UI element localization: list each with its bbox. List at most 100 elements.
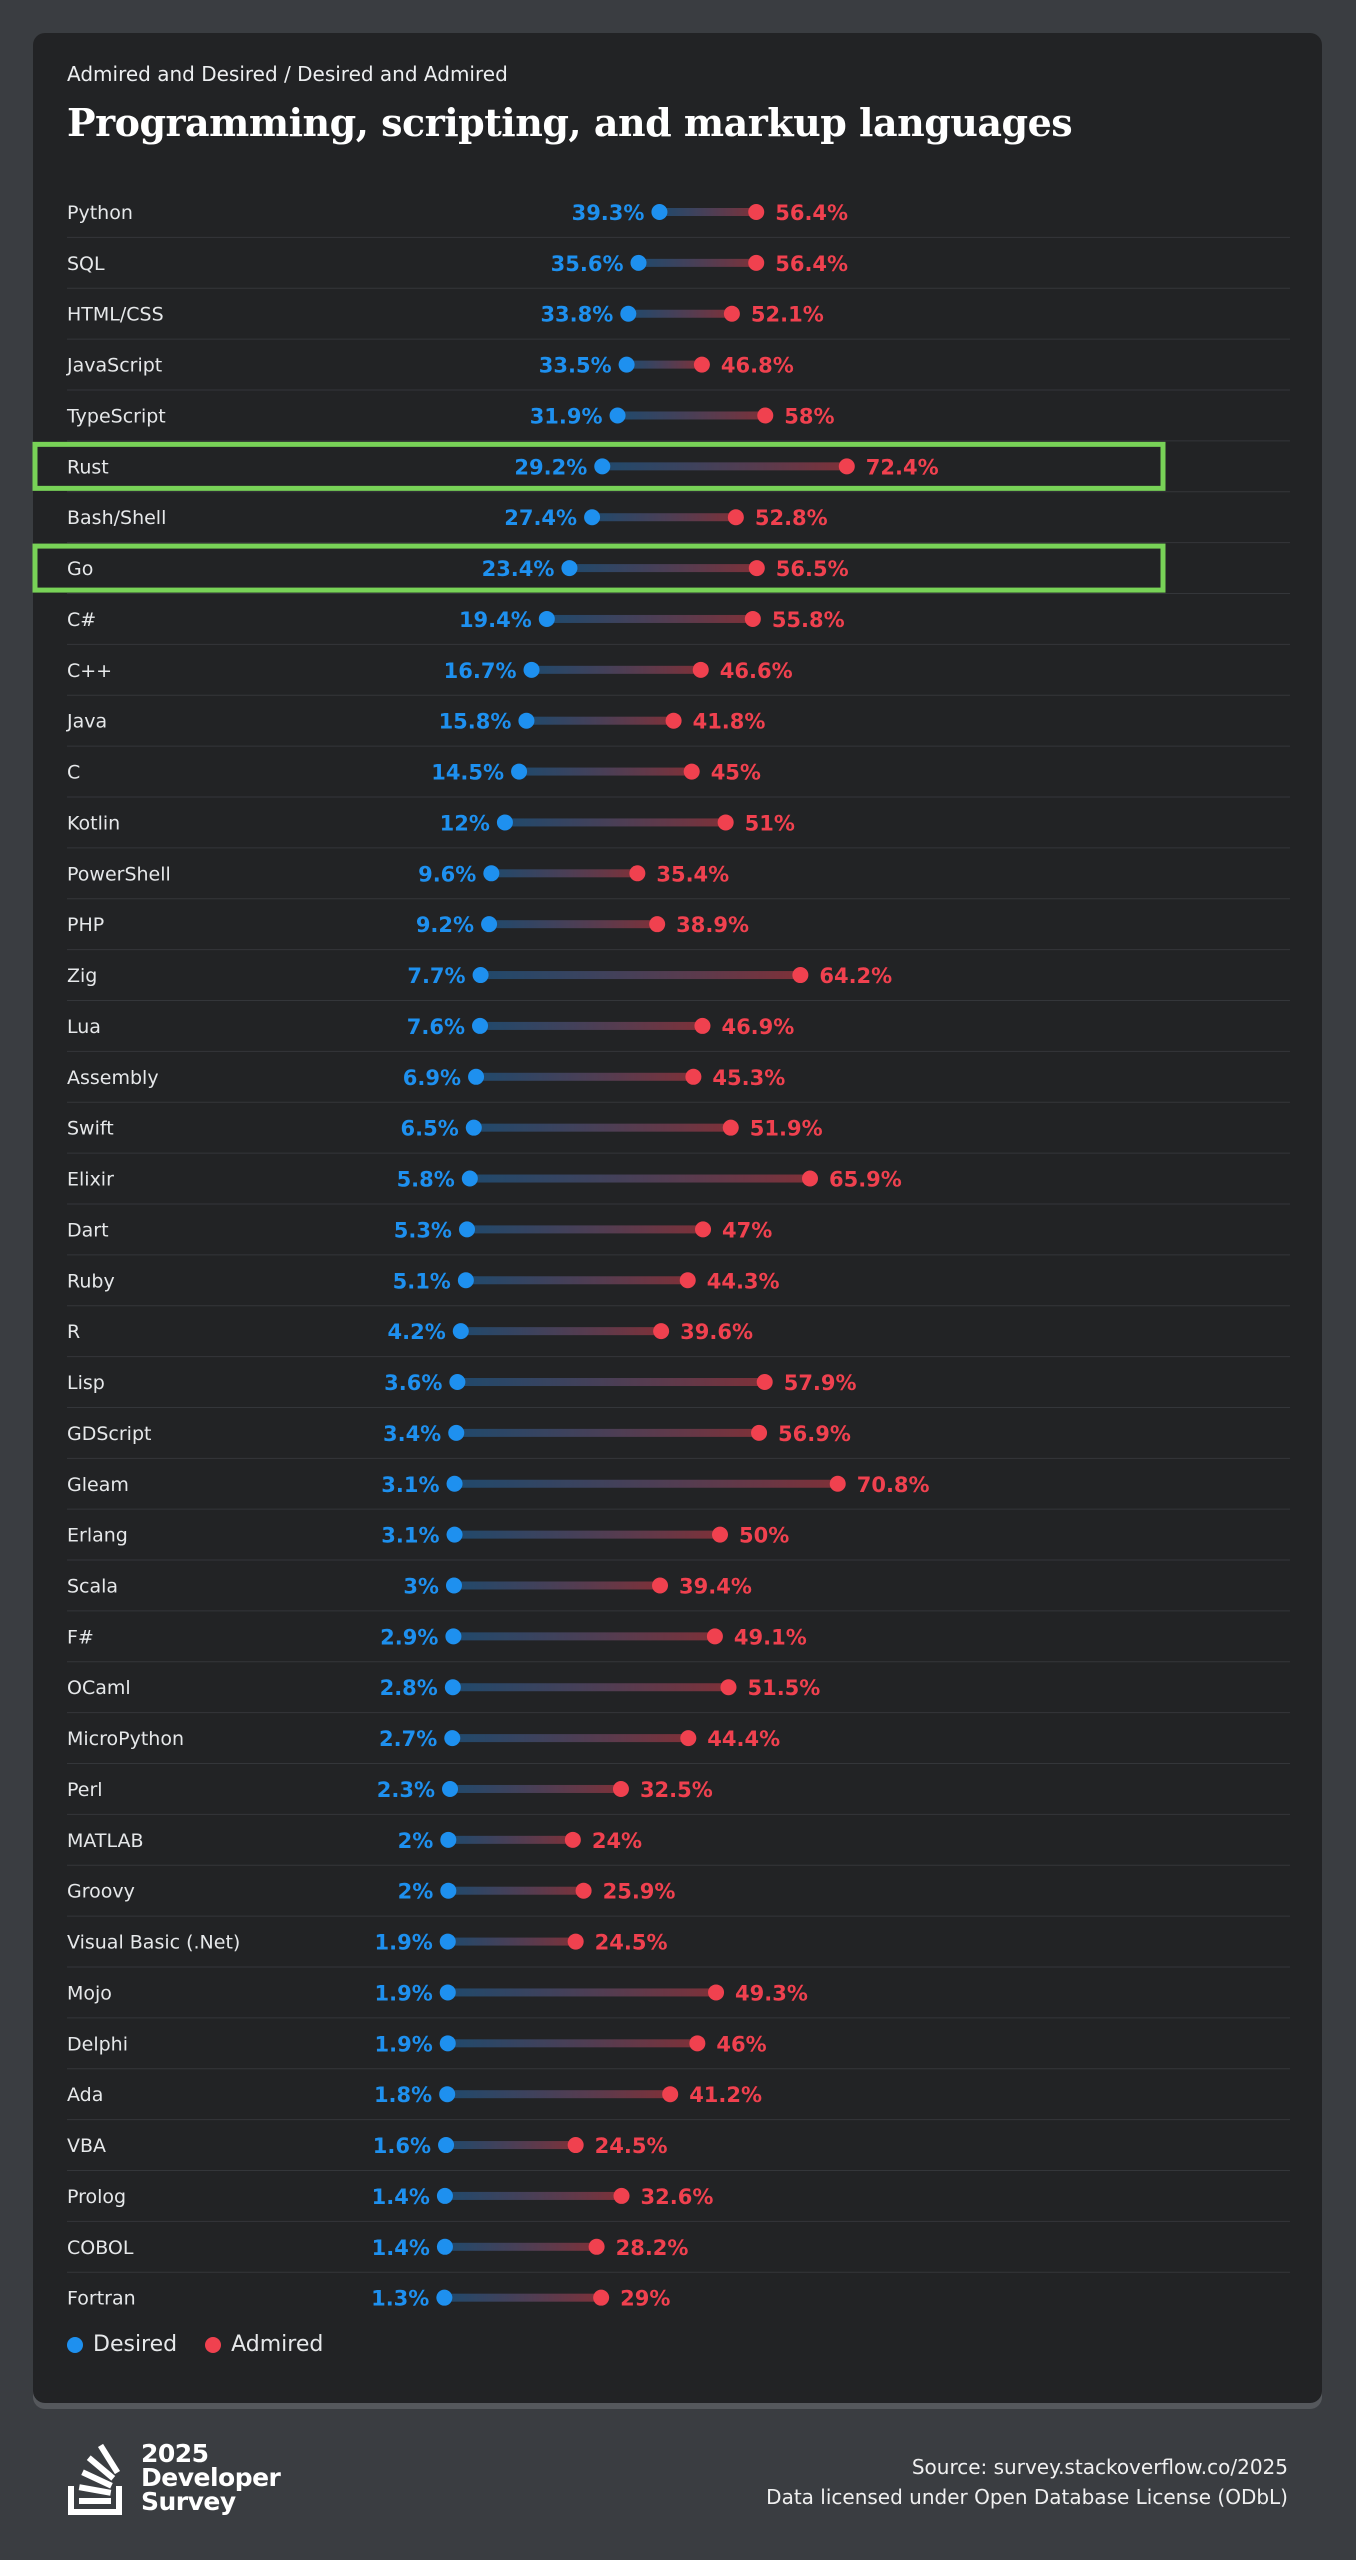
desired-value-label: 15.8% xyxy=(439,710,512,734)
chart-row: Java 15.8% 41.8% xyxy=(66,694,1290,734)
desired-dot xyxy=(468,1068,485,1085)
dumbbell-bar xyxy=(626,360,702,369)
dumbbell-bar xyxy=(444,2293,602,2302)
row-label: Visual Basic (.Net) xyxy=(67,1932,240,1954)
desired-dot xyxy=(481,916,498,933)
row-label: Lisp xyxy=(67,1372,105,1394)
dumbbell-bar xyxy=(569,564,757,573)
dumbbell-bar xyxy=(519,767,692,776)
chart-row: Gleam 3.1% 70.8% xyxy=(67,1457,1290,1497)
legend-admired-label: Admired xyxy=(231,2332,324,2357)
admired-value-label: 46.6% xyxy=(720,659,793,683)
admired-value-label: 35.4% xyxy=(656,862,729,886)
row-label: Prolog xyxy=(67,2186,126,2208)
chart-row: Bash/Shell 27.4% 52.8% xyxy=(67,491,1290,530)
desired-value-label: 5.3% xyxy=(394,1218,452,1242)
admired-dot xyxy=(593,2289,610,2306)
admired-value-label: 41.8% xyxy=(693,710,766,734)
desired-dot xyxy=(618,356,635,373)
admired-value-label: 51% xyxy=(745,811,795,835)
admired-dot xyxy=(838,458,855,475)
admired-value-label: 58% xyxy=(784,404,834,428)
desired-dot xyxy=(511,763,528,780)
desired-dot xyxy=(448,1424,465,1441)
desired-dot xyxy=(444,1679,461,1696)
desired-dot xyxy=(452,1323,469,1340)
admired-value-label: 44.3% xyxy=(707,1269,780,1293)
desired-dot xyxy=(440,1831,457,1848)
row-label: MATLAB xyxy=(67,1830,144,1852)
survey-logo: 2025 Developer Survey xyxy=(67,2439,281,2516)
chart-card xyxy=(33,33,1322,2403)
logo-year: 2025 xyxy=(141,2439,209,2468)
dumbbell-bar xyxy=(456,1428,760,1437)
admired-value-label: 24% xyxy=(592,1829,642,1853)
admired-value-label: 24.5% xyxy=(595,2134,668,2158)
row-label: Bash/Shell xyxy=(67,507,166,529)
admired-dot xyxy=(575,1882,592,1899)
desired-value-label: 12% xyxy=(440,811,490,835)
admired-value-label: 57.9% xyxy=(784,1371,857,1395)
dumbbell-bar xyxy=(454,1479,838,1488)
row-label: JavaScript xyxy=(66,355,162,377)
chart-row: Zig 7.7% 64.2% xyxy=(67,949,1290,988)
admired-value-label: 39.4% xyxy=(679,1574,752,1598)
desired-dot xyxy=(651,204,668,220)
admired-value-label: 32.5% xyxy=(640,1778,713,1802)
chart-row: JavaScript 33.5% 46.8% xyxy=(66,338,1290,378)
desired-dot xyxy=(496,814,513,831)
chart-row: MATLAB 2% 24% xyxy=(67,1813,1290,1853)
admired-value-label: 45.3% xyxy=(712,1066,785,1090)
legend-admired-dot xyxy=(205,2336,222,2353)
desired-dot xyxy=(458,1221,475,1238)
admired-dot xyxy=(649,916,666,933)
desired-dot xyxy=(457,1272,474,1289)
desired-value-label: 1.3% xyxy=(371,2287,429,2311)
admired-value-label: 45% xyxy=(711,761,761,785)
admired-value-label: 46.8% xyxy=(721,354,794,378)
row-label: VBA xyxy=(67,2135,106,2157)
desired-value-label: 23.4% xyxy=(482,557,555,581)
dumbbell-bar xyxy=(526,716,674,725)
admired-dot xyxy=(801,1170,818,1187)
row-label: Mojo xyxy=(67,1982,112,2004)
row-label: SQL xyxy=(67,253,105,275)
desired-dot xyxy=(461,1170,478,1187)
chart-row: C# 19.4% 55.8% xyxy=(67,593,1290,632)
desired-dot xyxy=(630,254,647,271)
chart-row: Ada 1.8% 41.2% xyxy=(67,2068,1290,2107)
desired-value-label: 2.8% xyxy=(380,1676,438,1700)
admired-value-label: 64.2% xyxy=(819,964,892,988)
desired-value-label: 9.2% xyxy=(416,913,474,937)
admired-value-label: 55.8% xyxy=(772,608,845,632)
desired-dot xyxy=(439,1933,456,1950)
dumbbell-bar xyxy=(452,1683,729,1692)
admired-value-label: 46.9% xyxy=(721,1015,794,1039)
chart-row: Ruby 5.1% 44.3% xyxy=(67,1254,1290,1293)
dumbbell-bar xyxy=(638,258,757,267)
row-label: F# xyxy=(67,1626,94,1648)
legend-desired-label: Desired xyxy=(93,2332,178,2357)
admired-dot xyxy=(662,2086,679,2103)
chart-row: Delphi 1.9% 46% xyxy=(67,2017,1290,2056)
desired-dot xyxy=(436,2238,453,2255)
desired-dot xyxy=(440,1882,457,1899)
admired-dot xyxy=(748,560,765,577)
chart-row: Erlang 3.1% 50% xyxy=(67,1508,1290,1548)
row-label: Groovy xyxy=(67,1881,135,1903)
desired-dot xyxy=(518,712,535,729)
desired-value-label: 2.7% xyxy=(379,1727,437,1751)
row-label: Gleam xyxy=(67,1474,129,1496)
row-label: Rust xyxy=(67,456,109,478)
admired-dot xyxy=(723,305,740,322)
source-link[interactable]: Source: survey.stackoverflow.co/2025 xyxy=(911,2455,1288,2479)
admired-dot xyxy=(652,1577,669,1594)
chart-row: COBOL 1.4% 28.2% xyxy=(67,2220,1290,2260)
row-label: C++ xyxy=(67,660,112,682)
chart-row: Python 39.3% 56.4% xyxy=(67,201,848,225)
chart-row: C++ 16.7% 46.6% xyxy=(67,643,1290,683)
logo-text: 2025 Developer Survey xyxy=(141,2439,281,2514)
row-label: Perl xyxy=(67,1779,103,1801)
desired-value-label: 33.5% xyxy=(539,354,612,378)
desired-value-label: 29.2% xyxy=(514,455,587,479)
